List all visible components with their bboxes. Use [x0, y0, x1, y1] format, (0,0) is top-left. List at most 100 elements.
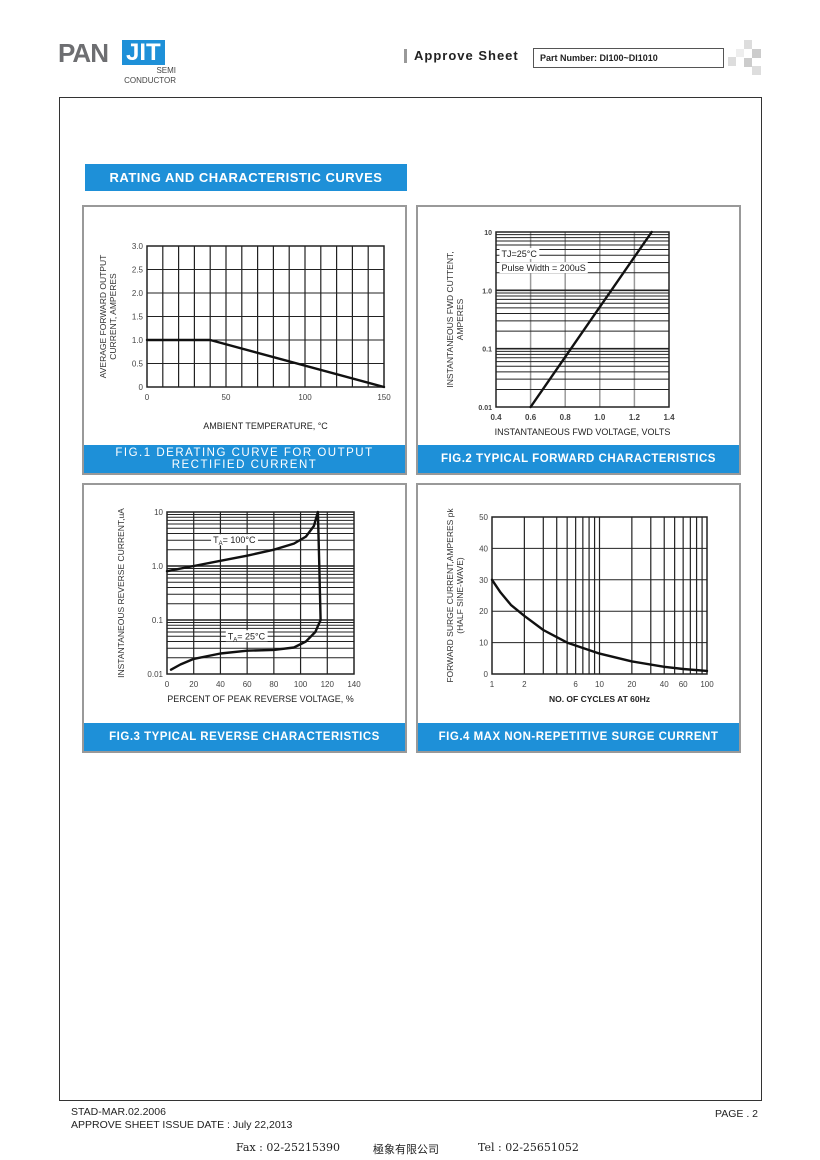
- x-tick-label: 0.4: [490, 413, 502, 422]
- company-logo: PAN JIT SEMI CONDUCTOR: [58, 38, 178, 88]
- fig1-caption: FIG.1 DERATING CURVE FOR OUTPUT RECTIFIE…: [84, 445, 405, 473]
- y-tick-label: 1.5: [132, 313, 144, 322]
- annotation-sub: A: [219, 541, 223, 547]
- x-tick-label: 120: [321, 680, 335, 689]
- logo-sub2: CONDUCTOR: [124, 76, 176, 85]
- annotation-label: TA= 25°C: [228, 631, 266, 643]
- y-tick-label: 1.0: [152, 562, 164, 571]
- fig4-panel: 1 2 6 10 20 40 60 100 0 10 20 30 40 50 NO. OF CYCLES A…: [416, 483, 741, 753]
- x-tick-label: 140: [347, 680, 361, 689]
- fig3-caption: FIG.3 TYPICAL REVERSE CHARACTERISTICS: [84, 723, 405, 751]
- x-axis-label: INSTANTANEOUS FWD VOLTAGE, VOLTS: [495, 427, 671, 437]
- fig4-caption: FIG.4 MAX NON-REPETITIVE SURGE CURRENT: [418, 723, 739, 751]
- annotation-label: Pulse Width = 200uS: [501, 263, 585, 273]
- y-tick-label: 0.01: [478, 405, 492, 412]
- plot-frame: [491, 516, 708, 675]
- y-tick-label: 40: [479, 544, 488, 553]
- series-line-ta-100-c: [165, 510, 322, 622]
- y-tick-label: 30: [479, 576, 488, 585]
- annotation-background: [499, 262, 588, 274]
- series-line-surge: [490, 578, 709, 673]
- part-number: Part Number: DI100~DI1010: [533, 48, 724, 68]
- fig2-panel: 0.4 0.6 0.8 1.0 1.2 1.4 0.01 0.1 1.0 10 TJ=25°C Pul…: [416, 205, 741, 475]
- logo-jit: JIT: [122, 40, 165, 65]
- y-axis-label: (HALF SINE-WAVE): [455, 557, 465, 634]
- x-axis-label: PERCENT OF PEAK REVERSE VOLTAGE, %: [167, 694, 354, 704]
- tel-number: Tel : 02-25651052: [478, 1141, 579, 1154]
- logo-sub1: SEMI: [156, 66, 176, 75]
- page-frame: [59, 97, 762, 1101]
- x-tick-label: 100: [298, 393, 312, 402]
- fig1-chart: 0 50 100 150 0 0.5 1.0 1.5 2.0 2.5 3.0 AMBIENT TEMP…: [98, 242, 391, 431]
- annotation-background: [225, 630, 268, 642]
- company-name: 極象有限公司: [373, 1143, 439, 1156]
- annotation-main: T: [228, 631, 234, 641]
- logo-subtitle: SEMI CONDUCTOR: [124, 66, 176, 86]
- section-title: RATING AND CHARACTERISTIC CURVES: [85, 164, 407, 191]
- y-tick-label: 1.0: [482, 288, 492, 295]
- fig3-panel: 0 20 40 60 80 100 120 140 0.01 0.1 1.0 10 TA= 100°C T…: [82, 483, 407, 753]
- y-tick-label: 0: [139, 383, 144, 392]
- x-tick-label: 2: [522, 680, 527, 689]
- y-axis-label: INSTANTANEOUS REVERSE CURRENT,uA: [116, 508, 126, 678]
- y-tick-label: 2.5: [132, 266, 144, 275]
- y-tick-label: 10: [154, 508, 163, 517]
- annotation-sub: A: [233, 637, 237, 643]
- page-number: PAGE . 2: [715, 1108, 758, 1120]
- x-tick-label: 0: [145, 393, 150, 402]
- y-tick-label: 1.0: [132, 336, 144, 345]
- plot-frame: [146, 245, 385, 388]
- y-tick-label: 50: [479, 513, 488, 522]
- y-tick-label: 0.1: [152, 616, 164, 625]
- x-tick-label: 50: [222, 393, 231, 402]
- x-tick-label: 80: [269, 680, 278, 689]
- x-axis-label: NO. OF CYCLES AT 60Hz: [549, 694, 650, 704]
- annotation-rest: = 100°C: [223, 535, 256, 545]
- x-tick-label: 60: [679, 680, 688, 689]
- y-axis-label: FORWARD SURGE CURRENT,AMPERES pk: [445, 508, 455, 683]
- fig1-panel: 0 50 100 150 0 0.5 1.0 1.5 2.0 2.5 3.0 AMBIENT TEMP…: [82, 205, 407, 475]
- x-tick-label: 1.0: [594, 413, 606, 422]
- x-tick-label: 40: [216, 680, 225, 689]
- fax-number: Fax : 02-25215390: [236, 1141, 341, 1154]
- x-tick-label: 60: [243, 680, 252, 689]
- annotation-rest: = 25°C: [237, 631, 265, 641]
- annotation-background: [499, 247, 540, 259]
- x-tick-label: 1.4: [663, 413, 675, 422]
- y-axis-label: CURRENT, AMPERES: [108, 273, 118, 360]
- annotation-label: TA= 100°C: [213, 535, 256, 547]
- issue-date: APPROVE SHEET ISSUE DATE : July 22,2013: [71, 1119, 293, 1131]
- y-tick-label: 10: [479, 639, 488, 648]
- x-tick-label: 1: [490, 680, 495, 689]
- y-tick-label: 20: [479, 607, 488, 616]
- y-tick-label: 0.5: [132, 360, 144, 369]
- annotation-label: TJ=25°C: [501, 249, 537, 259]
- x-tick-label: 20: [189, 680, 198, 689]
- x-tick-label: 100: [700, 680, 714, 689]
- series-line-derating: [145, 338, 386, 389]
- x-tick-label: 0.8: [560, 413, 572, 422]
- plot-frame: [166, 511, 355, 675]
- x-tick-label: 40: [660, 680, 669, 689]
- annotation-background: [211, 534, 258, 546]
- doc-code: STAD-MAR.02.2006: [71, 1106, 166, 1118]
- annotation-main: T: [213, 535, 219, 545]
- plot-frame: [495, 231, 670, 408]
- x-tick-label: 150: [377, 393, 391, 402]
- x-tick-label: 20: [627, 680, 636, 689]
- series-line-ta-25-c: [169, 618, 322, 671]
- sheet-title: Approve Sheet: [404, 49, 519, 63]
- x-tick-label: 6: [573, 680, 578, 689]
- x-axis-label: AMBIENT TEMPERATURE, °C: [203, 421, 328, 431]
- x-tick-label: 0.6: [525, 413, 537, 422]
- y-tick-label: 2.0: [132, 289, 144, 298]
- y-axis-label: INSTANTANEOUS FWD CUTTENT,: [445, 251, 455, 387]
- series-line-tj-25-c: [529, 230, 653, 409]
- fig2-chart: 0.4 0.6 0.8 1.0 1.2 1.4 0.01 0.1 1.0 10 TJ=25°C Pul…: [445, 230, 675, 437]
- y-tick-label: 0.1: [482, 347, 492, 354]
- y-tick-label: 10: [484, 230, 492, 237]
- y-axis-label: AMPERES: [455, 298, 465, 340]
- y-tick-label: 0.01: [147, 670, 163, 679]
- y-tick-label: 0: [484, 670, 489, 679]
